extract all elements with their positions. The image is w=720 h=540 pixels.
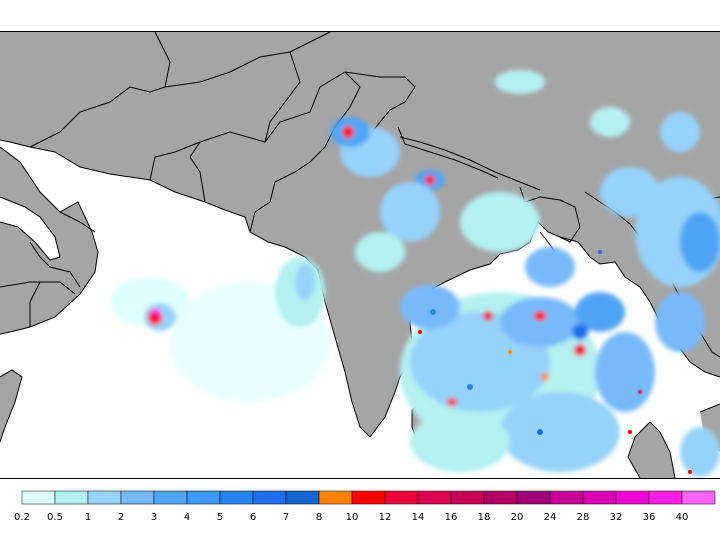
legend-swatch — [615, 490, 650, 505]
legend-swatch — [384, 490, 419, 505]
legend-swatch — [285, 490, 320, 505]
legend-label: 20 — [510, 512, 524, 523]
precipitation-legend — [21, 490, 716, 505]
legend-label: 10 — [345, 512, 359, 523]
legend-label: 5 — [216, 512, 224, 523]
legend-swatch — [450, 490, 485, 505]
legend-swatch — [351, 490, 386, 505]
precipitation-map — [0, 31, 720, 479]
legend-label: 6 — [249, 512, 257, 523]
legend-swatch — [186, 490, 221, 505]
legend-label: 36 — [642, 512, 656, 523]
legend-swatch — [318, 490, 353, 505]
legend-label: 2 — [117, 512, 125, 523]
legend-swatch — [54, 490, 89, 505]
legend-label: 16 — [444, 512, 458, 523]
legend-label: 4 — [183, 512, 191, 523]
legend-swatch — [21, 490, 56, 505]
legend-label: 40 — [675, 512, 689, 523]
legend-swatch — [582, 490, 617, 505]
legend-label: 3 — [150, 512, 158, 523]
legend-swatch — [219, 490, 254, 505]
legend-label: 18 — [477, 512, 491, 523]
legend-swatch — [153, 490, 188, 505]
legend-label: 0.5 — [47, 512, 63, 523]
legend-swatch — [549, 490, 584, 505]
legend-swatch — [681, 490, 716, 505]
legend-swatch — [648, 490, 683, 505]
legend-label: 0.2 — [14, 512, 30, 523]
landmass-africa — [0, 370, 22, 442]
legend-label: 14 — [411, 512, 425, 523]
landmass-se-asia — [628, 422, 675, 478]
legend-swatch — [516, 490, 551, 505]
legend-swatch — [417, 490, 452, 505]
legend-label: 32 — [609, 512, 623, 523]
legend-label: 12 — [378, 512, 392, 523]
legend-label: 24 — [543, 512, 557, 523]
legend-swatch — [483, 490, 518, 505]
landmass-asia — [0, 32, 720, 437]
legend-label: 8 — [315, 512, 323, 523]
precipitation-cells — [418, 250, 692, 474]
legend-swatch — [87, 490, 122, 505]
legend-label: 7 — [282, 512, 290, 523]
legend-swatch — [252, 490, 287, 505]
legend-label: 1 — [84, 512, 92, 523]
country-borders — [0, 32, 720, 478]
legend-label: 28 — [576, 512, 590, 523]
legend-swatch — [120, 490, 155, 505]
